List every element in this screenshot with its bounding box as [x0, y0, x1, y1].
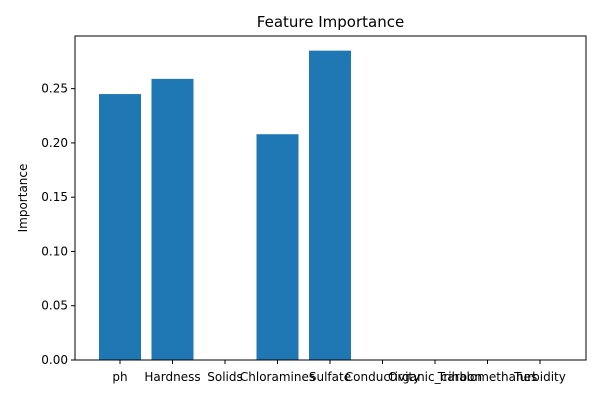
- y-tick-label: 0.10: [41, 244, 68, 258]
- chart-title: Feature Importance: [257, 13, 404, 31]
- y-tick-label: 0.00: [41, 353, 68, 367]
- bar-sulfate: [309, 50, 351, 361]
- y-axis-label: Importance: [16, 164, 30, 233]
- x-tick-label: Hardness: [144, 370, 200, 384]
- y-tick-label: 0.05: [41, 299, 68, 313]
- bar-ph: [99, 94, 141, 360]
- x-tick-label: Chloramines: [240, 370, 315, 384]
- bar-hardness: [151, 78, 194, 361]
- x-tick-label: Solids: [207, 370, 243, 384]
- x-tick-label: Conductivity: [345, 370, 420, 384]
- x-tick-label: Organic_carbon: [388, 370, 482, 384]
- y-tick-label: 0.15: [41, 190, 68, 204]
- y-tick-label: 0.25: [41, 82, 68, 96]
- y-tick-label: 0.20: [41, 136, 68, 150]
- x-tick-label: Turbidity: [513, 370, 566, 384]
- x-tick-label: ph: [112, 370, 127, 384]
- x-tick-label: Trihalomethanes: [437, 370, 537, 384]
- x-tick-label: Sulfate: [309, 370, 351, 384]
- bar-chloramines: [256, 134, 299, 360]
